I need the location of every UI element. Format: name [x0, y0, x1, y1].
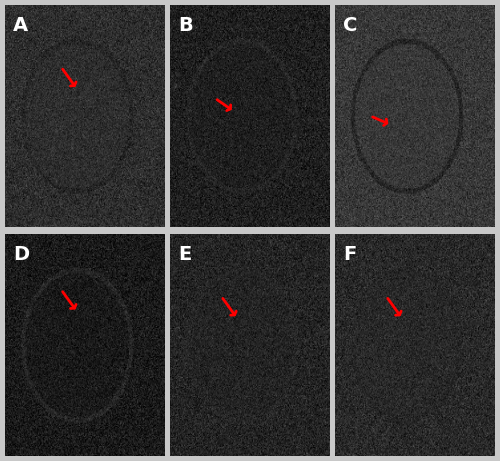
Text: C: C	[343, 16, 357, 35]
Text: D: D	[13, 245, 29, 264]
Text: E: E	[178, 245, 191, 264]
Text: B: B	[178, 16, 192, 35]
Text: A: A	[13, 16, 28, 35]
Text: F: F	[343, 245, 356, 264]
